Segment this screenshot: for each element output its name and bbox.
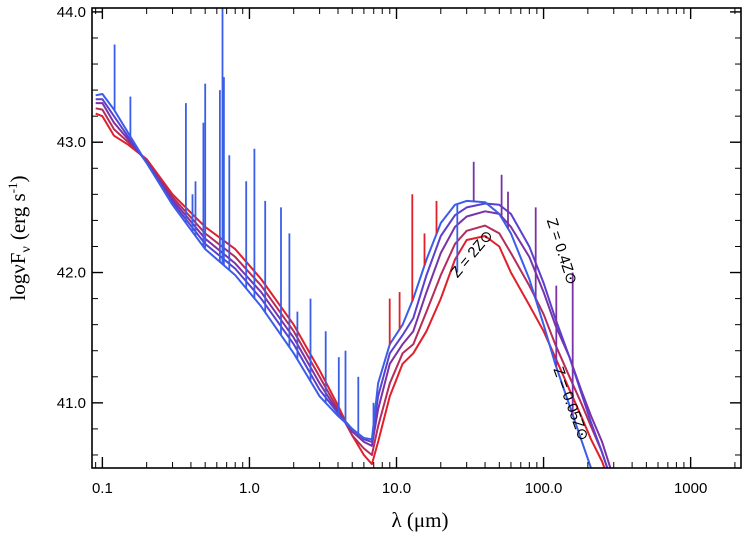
plot-frame [91, 7, 742, 469]
annotations-layer: Z = 2Z⊙ Z = 0.4Z⊙Z = 0.05Z⊙ [448, 216, 592, 443]
x-tick-label-4: 100.0 [525, 480, 563, 497]
y-tick-label-2: 42.0 [57, 265, 86, 282]
x-axis-label: λ (μm) [391, 508, 448, 532]
y-axis-label-subscript: ν [19, 246, 34, 252]
ticks-layer: 0.1 1.0 10.0 100.0 1000 41.0 42.0 43.0 44.0 [57, 4, 741, 497]
y-tick-label-4: 44.0 [57, 4, 86, 21]
y-axis-label-units-superscript: -1 [5, 182, 20, 193]
series-line-3 [95, 102, 612, 468]
series-line-5 [95, 93, 593, 468]
y-tick-label-3: 43.0 [57, 134, 86, 151]
x-tick-label-2: 1.0 [239, 480, 260, 497]
x-tick-label-3: 10.0 [382, 480, 411, 497]
x-tick-label-1: 0.1 [92, 480, 113, 497]
series-line-2 [95, 107, 609, 468]
y-axis-label: logνFν (erg s-1) [5, 175, 34, 300]
annotation-2: Z = 0.4Z⊙ [543, 216, 580, 287]
emission-lines-layer [113, 8, 574, 434]
y-axis-label-units: (erg s [6, 193, 30, 240]
annotation-1: Z = 2Z⊙ [448, 227, 497, 281]
series-line-4 [95, 98, 609, 468]
y-axis-label-units-close: ) [6, 175, 30, 182]
y-tick-label-1: 41.0 [57, 395, 86, 412]
x-tick-label-5: 1000 [674, 480, 707, 497]
y-axis-label-main: logνF [6, 253, 30, 301]
